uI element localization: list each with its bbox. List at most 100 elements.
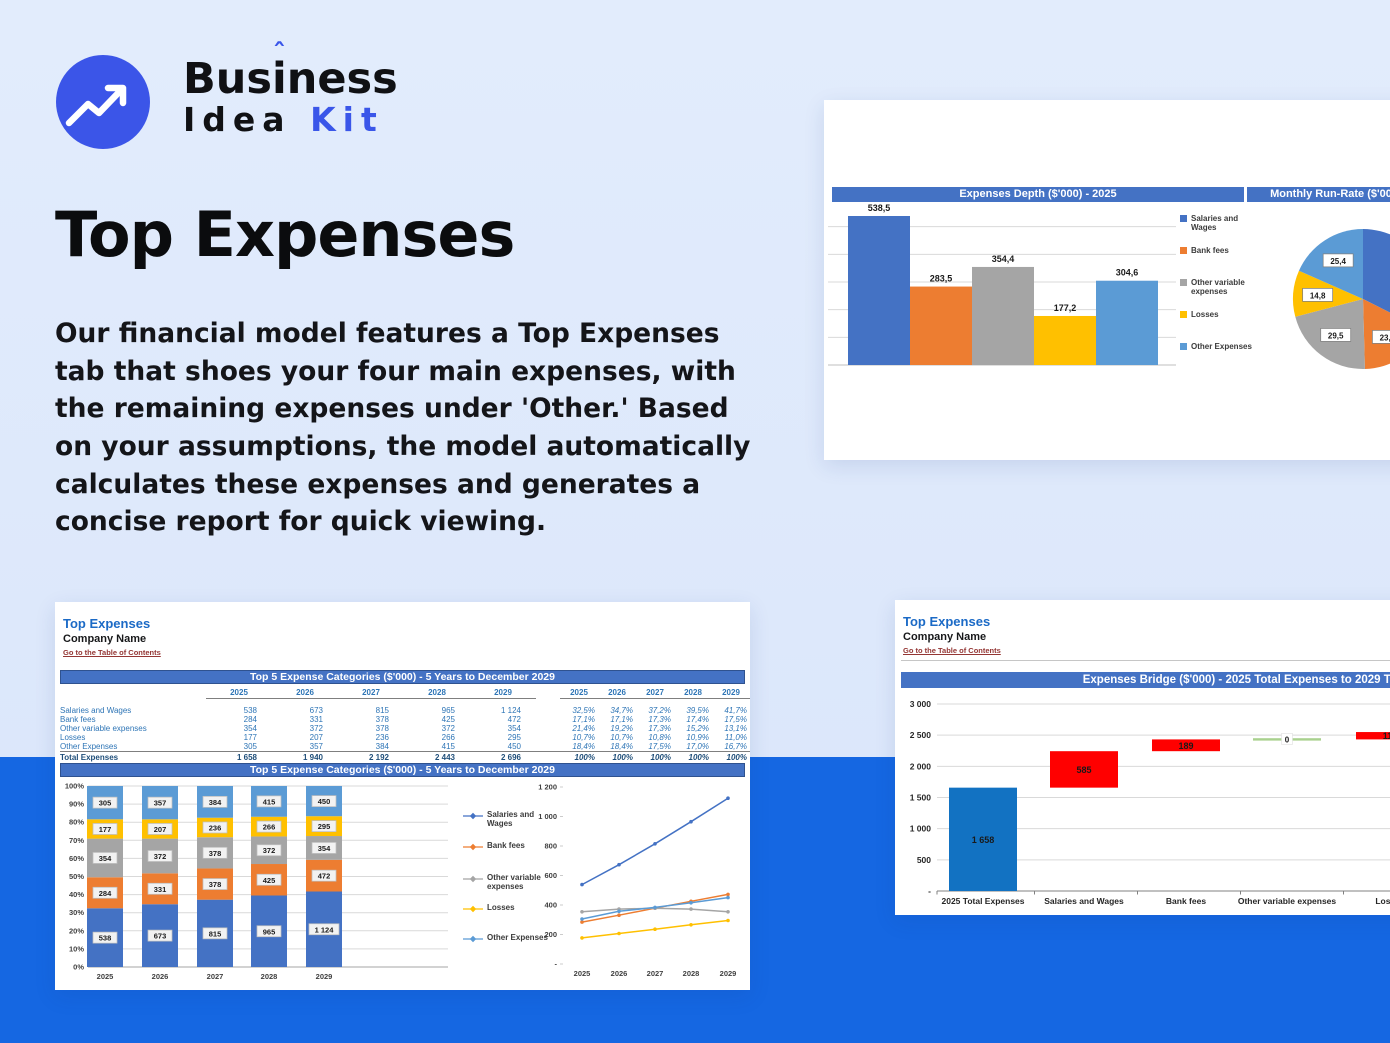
segment-value-label: 177 xyxy=(92,823,118,835)
table-header-spacer xyxy=(536,686,560,699)
x-axis-label: Salaries and Wages xyxy=(1044,896,1124,906)
value-cell: 372 xyxy=(441,724,455,733)
y-axis-label: 1 000 xyxy=(910,824,932,834)
percent-cell: 17,3% xyxy=(648,724,671,733)
percent-cell: 10,7% xyxy=(610,733,633,742)
expenses-line-chart: 1 200 1 000 800 600 400 200 - 2025 2026 2027 2028 2… xyxy=(538,783,736,979)
depth-chart-legend: Salaries and Wages Bank fees Other variabl… xyxy=(1180,210,1268,370)
bar-other-variable-expenses xyxy=(972,266,1034,365)
percent-cell: 17,3% xyxy=(648,715,671,724)
waterfall-value-label: 189 xyxy=(1178,741,1193,751)
percent-cell: 41,7% xyxy=(724,706,747,715)
segment-value-label: 266 xyxy=(256,820,282,833)
value-cell: 357 xyxy=(309,742,323,751)
svg-text:14,8: 14,8 xyxy=(1310,291,1326,300)
stacked-bar-chart: 0% 10% 20% 30% 40% 50% 60% 70% 80% 90% 100% 538 284 3… xyxy=(65,782,448,981)
svg-text:236: 236 xyxy=(209,823,222,832)
waterfall-value-label: 1 658 xyxy=(972,835,995,845)
table-of-contents-link[interactable]: Go to the Table of Contents xyxy=(63,648,161,657)
data-point-salaries-and-wages xyxy=(653,842,657,846)
data-point-other-variable-expenses xyxy=(580,910,584,914)
table-of-contents-link[interactable]: Go to the Table of Contents xyxy=(903,646,1001,655)
svg-text:472: 472 xyxy=(318,872,331,881)
legend-swatch-icon xyxy=(1180,343,1187,350)
y-axis-label: 20% xyxy=(69,926,84,935)
legend-item-salaries-and-wages: Salaries and Wages xyxy=(463,810,551,828)
x-axis-label: 2027 xyxy=(207,972,224,981)
segment-value-label: 538 xyxy=(92,931,118,944)
svg-text:378: 378 xyxy=(209,849,222,858)
y-axis-label: 70% xyxy=(69,836,84,845)
year-header: 2029 xyxy=(712,686,750,699)
y-axis-label: 80% xyxy=(69,818,84,827)
percent-cell: 19,2% xyxy=(610,724,633,733)
table-header-row: 2025 2026 2027 2028 2029 2025 2026 2027 2028 2029 xyxy=(60,686,750,699)
svg-text:0: 0 xyxy=(1285,735,1290,744)
chart-title-monthly-run-rate: Monthly Run-Rate ($'000) - 2025 xyxy=(1247,187,1390,202)
svg-text:1 124: 1 124 xyxy=(315,925,335,934)
svg-text:450: 450 xyxy=(318,797,331,806)
percent-cell: 32,5% xyxy=(572,706,595,715)
sheet-chart-legend: Salaries and Wages Bank fees Other variabl… xyxy=(463,782,548,982)
percent-cell: 100% xyxy=(598,751,636,763)
segment-value-label: 378 xyxy=(202,878,228,890)
segment-value-label: 357 xyxy=(147,796,173,809)
segment-value-label: 450 xyxy=(311,795,337,807)
y-axis-label: 40% xyxy=(69,890,84,899)
value-cell: 207 xyxy=(309,733,323,742)
percent-cell: 34,7% xyxy=(610,706,633,715)
company-name: Company Name xyxy=(63,633,147,645)
data-point-other-variable-expenses xyxy=(726,910,730,914)
segment-value-label: 295 xyxy=(311,820,337,833)
segment-value-label: 815 xyxy=(202,927,228,940)
x-axis-label: 2028 xyxy=(683,969,700,978)
svg-text:23,7: 23,7 xyxy=(1380,333,1390,342)
value-cell: 1 124 xyxy=(500,706,521,715)
spacer-cell xyxy=(536,724,560,733)
bar-losses xyxy=(1034,315,1096,365)
value-cell: 2 192 xyxy=(338,751,404,763)
spacer-cell xyxy=(536,733,560,742)
table-row-other-variable-expenses: Other variable expenses 354 372 378 372 354 21… xyxy=(60,724,750,733)
segment-value-label: 354 xyxy=(92,852,118,864)
screenshot-expenses-bridge: Top Expenses Company Name Go to the Tabl… xyxy=(895,600,1390,915)
y-axis-label: 1 200 xyxy=(538,783,557,792)
bar-other-expenses xyxy=(1096,280,1158,365)
segment-value-label: 472 xyxy=(311,869,337,882)
segment-value-label: 378 xyxy=(202,846,228,859)
pie-label-bank-fees: 23,7 xyxy=(1372,330,1390,344)
bar-value-label: 354,4 xyxy=(992,254,1015,264)
sheet-title: Top Expenses xyxy=(903,614,991,629)
value-cell: 284 xyxy=(243,715,257,724)
legend-label: Other variable expenses xyxy=(1191,278,1245,297)
x-axis-label: 2026 xyxy=(611,969,628,978)
y-axis-label: - xyxy=(928,886,931,896)
row-label: Total Expenses xyxy=(60,751,206,763)
waterfall-value-label: 118 xyxy=(1383,731,1390,741)
brand-name-top: Bus ˆ iness xyxy=(183,41,398,101)
year-header: 2027 xyxy=(636,686,674,699)
y-axis-label: 30% xyxy=(69,908,84,917)
svg-text:266: 266 xyxy=(263,823,276,832)
segment-value-label: 207 xyxy=(147,823,173,835)
x-axis-label: 2029 xyxy=(316,972,333,981)
segment-value-label: 673 xyxy=(147,929,173,942)
legend-item-other-variable-expenses: Other variable expenses xyxy=(463,873,551,891)
percent-cell: 17,1% xyxy=(610,715,633,724)
value-cell: 305 xyxy=(243,742,257,751)
table-row-salaries-and-wages: Salaries and Wages 538 673 815 965 1 124 32,5%… xyxy=(60,706,750,715)
year-header: 2026 xyxy=(598,686,636,699)
percent-cell: 18,4% xyxy=(572,742,595,751)
row-label: Other variable expenses xyxy=(60,724,147,733)
segment-value-label: 384 xyxy=(202,795,228,808)
segment-value-label: 305 xyxy=(92,796,118,809)
y-axis-label: 50% xyxy=(69,872,84,881)
legend-label: Bank fees xyxy=(1191,246,1229,255)
percent-cell: 18,4% xyxy=(610,742,633,751)
screenshot-top5-expense-categories: Top Expenses Company Name Go to the Tabl… xyxy=(55,602,750,990)
value-cell: 2 443 xyxy=(404,751,470,763)
percent-cell: 100% xyxy=(674,751,712,763)
spacer-cell xyxy=(536,742,560,752)
percent-cell: 21,4% xyxy=(572,724,595,733)
legend-item-other-variable-expenses: Other variable expenses xyxy=(1180,278,1255,296)
